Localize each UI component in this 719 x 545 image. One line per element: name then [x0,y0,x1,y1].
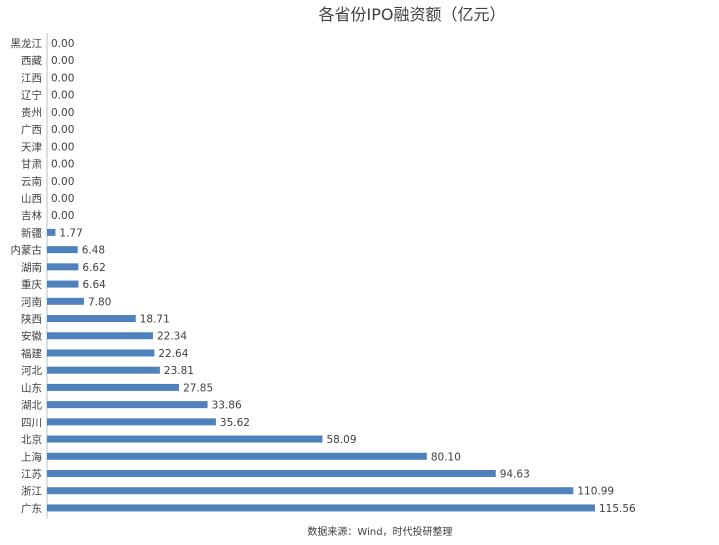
category-label: 北京 [21,433,42,446]
bars-group [47,228,595,512]
bar [47,452,427,460]
value-label: 94.63 [500,469,530,481]
category-label: 山东 [21,381,42,394]
value-label: 0.00 [51,193,74,205]
category-label: 湖北 [21,400,42,412]
value-label: 22.34 [157,331,187,343]
category-label: 湖南 [21,261,42,274]
value-label: 115.56 [599,503,636,515]
value-label: 0.00 [51,55,74,67]
category-label: 内蒙古 [11,244,43,257]
value-label: 58.09 [326,434,356,446]
category-label: 江西 [21,72,42,84]
value-label: 6.64 [82,279,106,291]
value-label: 33.86 [212,400,242,412]
category-label: 广西 [21,124,42,136]
category-label: 天津 [21,141,42,153]
bar [47,280,79,288]
source-note: 数据来源：Wind，时代投研整理 [307,525,452,538]
category-label: 福建 [21,347,42,360]
chart-title: 各省份IPO融资额（亿元） [319,5,506,24]
bar [47,315,136,323]
bar [47,246,78,254]
bar [47,435,323,443]
value-label: 6.62 [82,262,105,274]
value-label: 110.99 [577,486,614,498]
bar [47,487,574,495]
bar [47,366,160,374]
bar [47,418,216,426]
category-label: 广东 [21,502,42,515]
value-label: 80.10 [431,451,461,463]
title-fade-overlay [200,4,330,26]
category-label: 甘肃 [21,158,42,171]
value-label: 0.00 [51,176,74,188]
value-label: 6.48 [82,245,105,257]
category-label: 陕西 [21,313,42,326]
category-label: 河北 [21,365,42,377]
bar [47,263,79,271]
category-label: 西藏 [21,55,42,67]
value-label: 0.00 [51,72,74,84]
bar [47,504,595,512]
category-label: 江苏 [21,468,42,481]
category-labels: 黑龙江西藏江西辽宁贵州广西天津甘肃云南山西吉林新疆内蒙古湖南重庆河南陕西安徽福建… [11,37,43,515]
category-label: 河南 [21,295,42,308]
value-label: 18.71 [140,314,170,326]
bar [47,401,208,409]
category-label: 云南 [21,175,42,188]
value-label: 0.00 [51,159,74,171]
value-label: 0.00 [51,124,74,136]
category-label: 黑龙江 [11,37,43,50]
bar [47,228,56,236]
category-label: 浙江 [21,486,42,498]
value-label: 0.00 [51,38,74,50]
value-label: 0.00 [51,90,74,102]
value-label: 35.62 [220,417,250,429]
value-label: 23.81 [164,365,194,377]
value-label: 1.77 [59,227,82,239]
value-labels: 0.00 0.00 0.00 0.00 0.00 0.00 0.00 0.00 0.00 0.00… [51,38,636,515]
category-label: 贵州 [21,106,42,119]
value-label: 22.64 [158,348,188,360]
category-label: 重庆 [21,278,42,291]
bar [47,297,84,305]
value-label: 0.00 [51,107,74,119]
bar [47,349,155,357]
category-label: 上海 [21,450,42,463]
category-label: 安徽 [21,330,42,343]
category-label: 新疆 [21,226,42,239]
value-label: 0.00 [51,210,74,222]
category-label: 山西 [21,193,42,205]
bar [47,332,153,340]
category-label: 四川 [21,417,42,429]
category-label: 吉林 [21,209,42,222]
value-label: 27.85 [183,382,213,394]
bar [47,383,180,391]
value-label: 7.80 [88,296,111,308]
value-label: 0.00 [51,141,74,153]
bar [47,470,496,477]
category-label: 辽宁 [21,89,42,102]
